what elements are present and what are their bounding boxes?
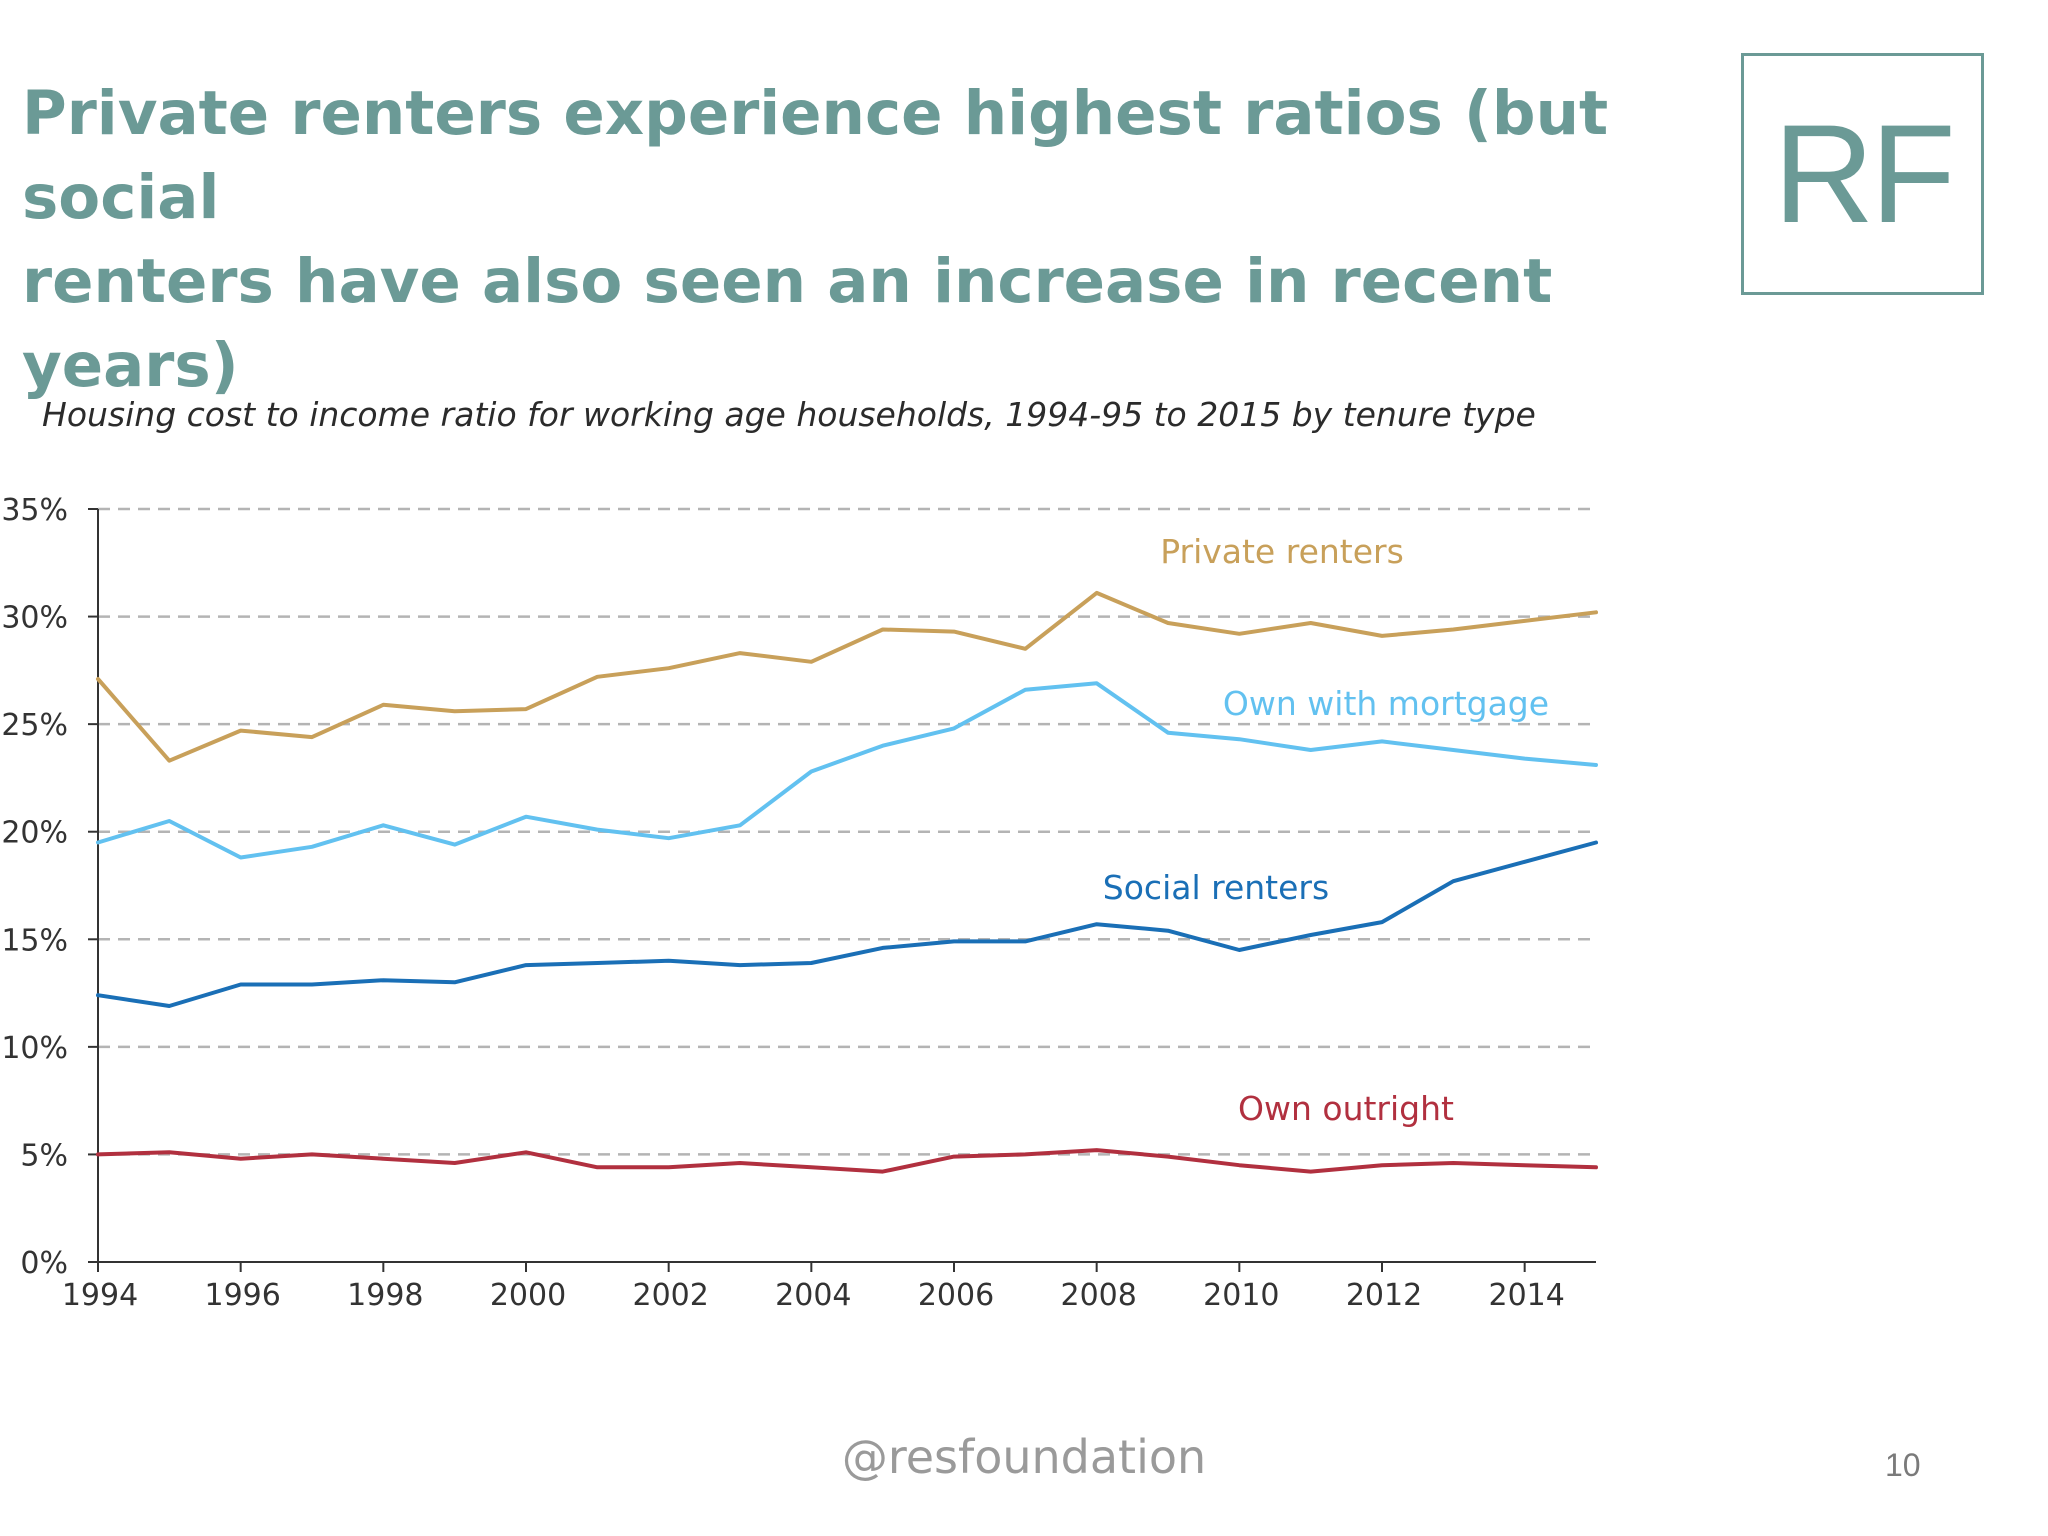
y-tick-label: 15% bbox=[1, 923, 68, 958]
page-number: 10 bbox=[1885, 1447, 1921, 1483]
chart-title: Housing cost to income ratio for working… bbox=[42, 395, 1536, 434]
slide-title-line-2: renters have also seen an increase in re… bbox=[22, 246, 1553, 401]
x-tick-label: 2008 bbox=[1060, 1278, 1136, 1313]
rf-logo-text: RF bbox=[1773, 95, 1956, 252]
rf-logo: RF bbox=[1741, 53, 1984, 295]
y-tick-label: 20% bbox=[1, 816, 68, 851]
line-chart: 0% 5% 10% 15% 20% 25% 30% 35% 1994 1996 1998 2000 20… bbox=[1, 493, 1598, 1313]
series-label-own-outright: Own outright bbox=[1238, 1089, 1454, 1128]
slide-title-line-1: Private renters experience highest ratio… bbox=[22, 78, 1609, 233]
series-line-private-renters bbox=[96, 590, 1598, 763]
x-tick-label: 1994 bbox=[62, 1278, 138, 1313]
x-tick-label: 1996 bbox=[204, 1278, 280, 1313]
series-line-own-with-mortgage bbox=[96, 681, 1598, 860]
x-tick-label: 2012 bbox=[1346, 1278, 1422, 1313]
y-tick-label: 25% bbox=[1, 708, 68, 743]
y-tick-label: 30% bbox=[1, 601, 68, 636]
x-tick-label: 2002 bbox=[632, 1278, 708, 1313]
x-tick-label: 2014 bbox=[1488, 1278, 1564, 1313]
slide-title: Private renters experience highest ratio… bbox=[22, 72, 1622, 408]
footer-twitter-handle: @resfoundation bbox=[841, 1430, 1207, 1484]
x-tick-label: 1998 bbox=[347, 1278, 423, 1313]
series-label-private-renters: Private renters bbox=[1160, 532, 1404, 571]
series-label-own-with-mortgage: Own with mortgage bbox=[1223, 684, 1549, 723]
series-line-own-outright bbox=[96, 1148, 1598, 1174]
y-tick-label: 10% bbox=[1, 1031, 68, 1066]
y-tick-label: 0% bbox=[20, 1246, 68, 1281]
x-tick-label: 2004 bbox=[775, 1278, 851, 1313]
x-tick-label: 2000 bbox=[490, 1278, 566, 1313]
x-tick-label: 2006 bbox=[918, 1278, 994, 1313]
y-tick-label: 5% bbox=[20, 1138, 68, 1173]
series-line-social-renters bbox=[96, 840, 1598, 1008]
y-tick-label: 35% bbox=[1, 493, 68, 528]
x-tick-label: 2010 bbox=[1203, 1278, 1279, 1313]
series-label-social-renters: Social renters bbox=[1103, 868, 1329, 907]
